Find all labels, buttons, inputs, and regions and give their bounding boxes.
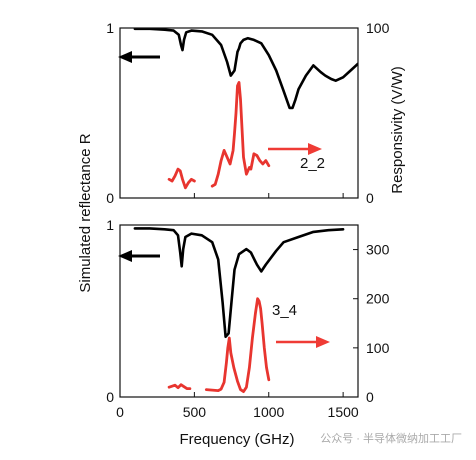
right-axis-arrowhead xyxy=(308,143,322,155)
y-axis-left-title: Simulated reflectance R xyxy=(77,133,94,292)
panel-label: 2_2 xyxy=(300,155,325,172)
plot-frame xyxy=(119,224,359,398)
plot-frame xyxy=(119,27,359,199)
right-tick-label: 0 xyxy=(366,190,374,206)
y-axis-right-title: Responsivity (V/W) xyxy=(389,66,406,194)
series-line-responsivity-1 xyxy=(167,383,192,390)
x-tick-label: 0 xyxy=(116,404,124,420)
panel-top: 0 1 0 100 2_2 xyxy=(106,20,389,206)
right-tick-label: 100 xyxy=(366,20,390,36)
left-axis-arrowhead xyxy=(118,51,132,63)
right-tick-label: 300 xyxy=(366,242,390,258)
right-tick-label: 0 xyxy=(366,389,374,405)
left-axis-arrowhead xyxy=(118,250,132,262)
panel-label: 3_4 xyxy=(272,302,297,319)
series-line-responsivity-1 xyxy=(167,167,196,190)
series-line-responsivity-2 xyxy=(210,81,271,188)
right-axis-arrowhead xyxy=(316,336,330,348)
series-line-reflectance-0 xyxy=(133,28,358,110)
x-tick-label: 1000 xyxy=(253,404,284,420)
left-tick-label: 0 xyxy=(106,190,114,206)
left-tick-label: 0 xyxy=(106,389,114,405)
panel-bottom: 0 1 0 100 200 300 0 500 1000 1500 3_4 xyxy=(106,217,389,420)
right-tick-label: 200 xyxy=(366,291,390,307)
left-tick-label: 1 xyxy=(106,217,114,233)
right-tick-label: 100 xyxy=(366,340,390,356)
watermark-text: 公众号 · 半导体微纳加工工厂 xyxy=(320,431,462,445)
series-line-responsivity-2 xyxy=(204,297,271,393)
x-tick-label: 1500 xyxy=(328,404,359,420)
left-tick-label: 1 xyxy=(106,20,114,36)
x-axis-title: Frequency (GHz) xyxy=(179,431,294,448)
x-tick-label: 500 xyxy=(183,404,207,420)
series-line-reflectance-0 xyxy=(133,227,345,339)
